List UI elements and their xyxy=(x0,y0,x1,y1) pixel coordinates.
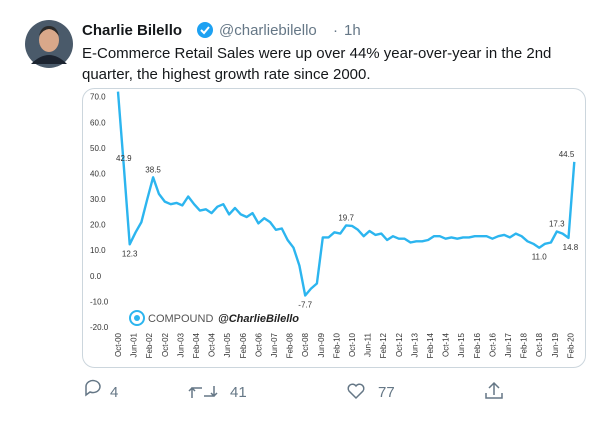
x-tick-label: Oct-02 xyxy=(161,332,170,357)
x-tick-label: Feb-10 xyxy=(332,332,341,358)
tweet-text: E-Commerce Retail Sales were up over 44%… xyxy=(82,45,551,62)
data-label: 17.3 xyxy=(549,220,565,229)
x-tick-label: Oct-10 xyxy=(348,332,357,357)
x-tick-label: Jun-11 xyxy=(364,332,373,356)
x-tick-label: Jun-05 xyxy=(223,332,232,357)
data-label: 14.8 xyxy=(563,243,579,252)
x-tick-label: Oct-12 xyxy=(395,332,404,357)
y-tick-label: 50.0 xyxy=(90,144,106,153)
y-tick-label: 40.0 xyxy=(90,169,106,178)
y-tick-label: 20.0 xyxy=(90,221,106,230)
x-tick-label: Jun-17 xyxy=(504,332,513,357)
like-count: 77 xyxy=(378,384,395,401)
y-tick-label: -20.0 xyxy=(90,323,109,332)
x-tick-label: Oct-18 xyxy=(535,332,544,357)
y-tick-label: -10.0 xyxy=(90,297,109,306)
handle[interactable]: @charliebilello xyxy=(219,22,317,39)
tweet-text: quarter, the highest growth rate since 2… xyxy=(82,66,371,83)
data-label: 11.0 xyxy=(532,253,548,262)
x-tick-label: Feb-20 xyxy=(566,332,575,358)
x-tick-label: Feb-02 xyxy=(145,332,154,358)
watermark: COMPOUND @CharlieBilello xyxy=(129,310,299,326)
retweet-count: 41 xyxy=(230,384,247,401)
y-tick-label: 0.0 xyxy=(90,272,102,281)
x-tick-label: Oct-08 xyxy=(301,332,310,357)
y-tick-label: 30.0 xyxy=(90,195,106,204)
x-tick-label: Feb-18 xyxy=(520,332,529,358)
x-tick-label: Jun-01 xyxy=(130,332,139,357)
x-tick-label: Feb-14 xyxy=(426,332,435,358)
watermark-source: COMPOUND xyxy=(148,313,213,325)
x-tick-label: Jun-13 xyxy=(410,332,419,357)
author-name[interactable]: Charlie Bilello xyxy=(82,22,182,39)
x-tick-label: Feb-08 xyxy=(286,332,295,358)
data-line xyxy=(116,91,576,297)
data-label: 38.5 xyxy=(145,165,161,174)
timestamp[interactable]: 1h xyxy=(344,22,361,39)
avatar[interactable] xyxy=(25,20,73,68)
x-tick-label: Feb-12 xyxy=(379,332,388,358)
y-tick-label: 60.0 xyxy=(90,118,106,127)
data-label: 44.5 xyxy=(559,150,575,159)
separator: · xyxy=(333,22,338,39)
x-tick-label: Oct-04 xyxy=(208,332,217,357)
y-tick-label: 70.0 xyxy=(90,93,106,102)
like-button[interactable]: 77 xyxy=(347,383,395,401)
x-tick-label: Feb-04 xyxy=(192,332,201,358)
media-frame[interactable] xyxy=(82,88,586,368)
data-label: -7.7 xyxy=(298,301,312,310)
watermark-credit: @CharlieBilello xyxy=(218,313,299,325)
x-tick-label: Oct-16 xyxy=(488,332,497,357)
data-label: 12.3 xyxy=(122,249,138,258)
data-label: 42.9 xyxy=(116,154,132,163)
reply-button[interactable]: 4 xyxy=(85,379,118,401)
y-tick-label: 10.0 xyxy=(90,246,106,255)
x-tick-label: Jun-03 xyxy=(176,332,185,357)
x-tick-label: Feb-16 xyxy=(473,332,482,358)
x-tick-label: Oct-06 xyxy=(254,332,263,357)
x-tick-label: Jun-09 xyxy=(317,332,326,357)
x-tick-label: Feb-06 xyxy=(239,332,248,358)
x-tick-label: Oct-00 xyxy=(114,332,123,357)
x-tick-label: Jun-07 xyxy=(270,332,279,357)
retweet-button[interactable]: 41 xyxy=(188,384,247,401)
x-tick-label: Oct-14 xyxy=(442,332,451,357)
x-tick-label: Jun-15 xyxy=(457,332,466,357)
data-label: 19.7 xyxy=(338,213,354,222)
reply-count: 4 xyxy=(110,384,118,401)
share-button[interactable] xyxy=(485,381,503,399)
x-tick-label: Jun-19 xyxy=(551,332,560,357)
verified-badge xyxy=(197,22,213,38)
